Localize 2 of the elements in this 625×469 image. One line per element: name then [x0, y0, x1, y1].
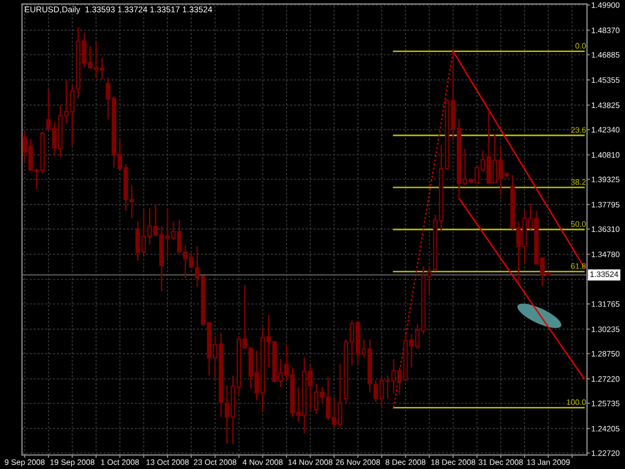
line-series	[458, 198, 585, 380]
chart-title: EURUSD,Daily 1.33593 1.33724 1.33517 1.33524	[24, 6, 212, 14]
